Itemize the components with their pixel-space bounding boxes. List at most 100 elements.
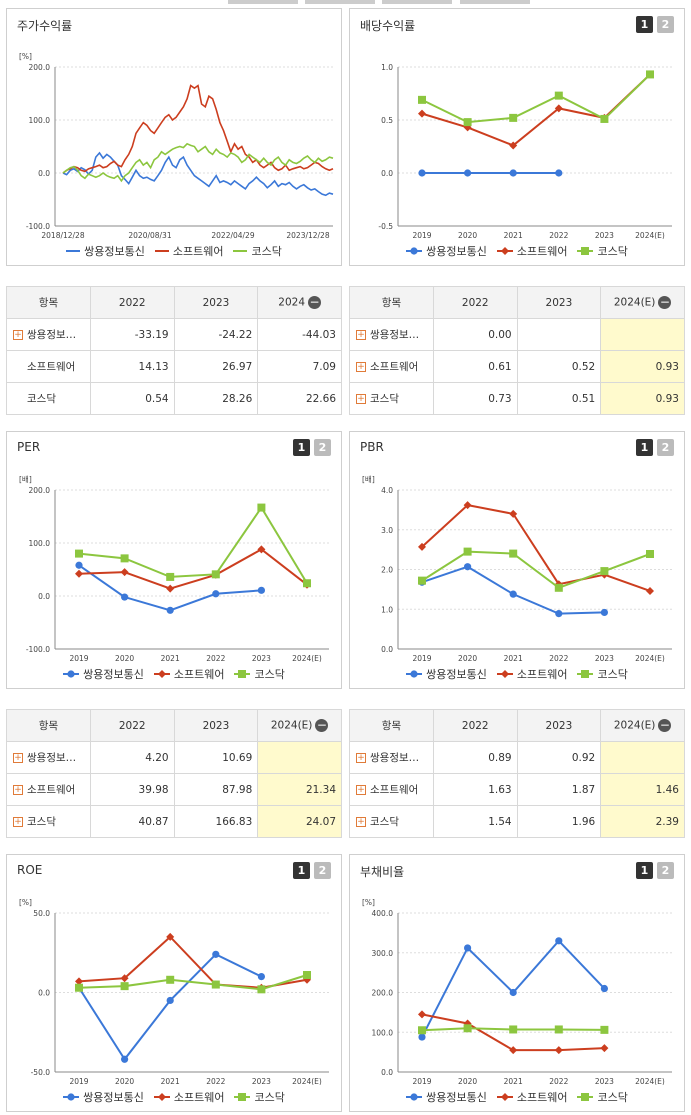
data-point (554, 1025, 563, 1034)
data-point (646, 70, 654, 79)
legend: 쌍용정보통신 소프트웨어 코스닥 (350, 1089, 684, 1105)
row-label: + 쌍용정보… (6, 741, 91, 774)
page-1-button[interactable]: 1 (293, 439, 310, 456)
row-label: + 쌍용정보… (349, 318, 434, 351)
data-point (555, 610, 563, 618)
x-tick-label: 2022 (206, 654, 225, 662)
column-header: 2023 (516, 286, 602, 319)
y-tick-label: -0.5 (378, 222, 393, 231)
minus-icon[interactable]: − (658, 295, 672, 309)
plus-icon[interactable]: + (13, 753, 23, 763)
data-point (500, 247, 509, 255)
plus-icon[interactable]: + (356, 330, 366, 340)
y-tick-label: -100.0 (26, 222, 50, 231)
x-tick-label: 2019 (412, 231, 431, 239)
row-label: + 소프트웨어 (349, 350, 434, 383)
data-point (166, 975, 175, 984)
panel-title: 주가수익률 (17, 19, 73, 33)
plus-icon[interactable]: + (356, 362, 366, 372)
plus-icon[interactable]: + (356, 785, 366, 795)
series-line (78, 548, 308, 590)
debt-chart: [%] 400.0 300.0 200.0 100.0 0.0 2019 2020 2021 20… (362, 898, 672, 1085)
legend-item: 소프트웨어 (496, 243, 567, 259)
page-2-button[interactable]: 2 (657, 439, 674, 456)
table-cell: 1.87 (516, 773, 602, 806)
x-tick-label: 2023/12/28 (286, 231, 329, 239)
data-point (418, 1026, 426, 1035)
minus-icon[interactable]: − (658, 718, 672, 732)
table-cell: -33.19 (89, 318, 175, 351)
data-point (75, 549, 83, 558)
plus-icon[interactable]: + (356, 817, 366, 827)
legend: 쌍용정보통신 소프트웨어 코스닥 (7, 243, 341, 259)
x-tick-label: 2024(E) (635, 654, 665, 662)
x-tick-label: 2024(E) (635, 231, 665, 239)
plus-icon[interactable]: + (13, 785, 23, 795)
stock-return-table: 항목 2022 2023 2024− + 쌍용정보… -33.19 -24.22 -44.03 소… (6, 286, 342, 415)
x-tick-label: 2019 (69, 1077, 88, 1085)
y-tick-label: 1.0 (381, 63, 393, 72)
legend-item: 코스닥 (577, 666, 628, 682)
data-point (600, 567, 609, 576)
x-tick-label: 2021 (504, 231, 523, 239)
page-2-button[interactable]: 2 (657, 862, 674, 879)
x-tick-label: 2020 (458, 1077, 477, 1085)
x-tick-label: 2024(E) (292, 654, 322, 662)
legend-item: 쌍용정보통신 (66, 243, 145, 259)
x-tick-label: 2020 (458, 231, 477, 239)
x-tick-label: 2023 (252, 1077, 271, 1085)
table-cell: 7.09 (257, 350, 342, 383)
data-point (509, 549, 518, 558)
page-1-button[interactable]: 1 (636, 439, 653, 456)
data-point (157, 1093, 166, 1101)
page-2-button[interactable]: 2 (314, 439, 331, 456)
minus-icon[interactable]: − (315, 718, 329, 732)
data-point (166, 572, 175, 581)
page-1-button[interactable]: 1 (293, 862, 310, 879)
table-cell: 10.69 (173, 741, 259, 774)
data-point (410, 247, 418, 255)
y-tick-label: 0.0 (381, 645, 393, 654)
top-tab (305, 0, 375, 4)
row-label: + 코스닥 (349, 382, 434, 415)
table-cell: 4.20 (89, 741, 175, 774)
data-point (600, 1025, 609, 1034)
row-label: + 쌍용정보… (349, 741, 434, 774)
data-point (464, 563, 472, 571)
data-point (166, 584, 175, 593)
data-point (581, 247, 590, 255)
minus-icon[interactable]: − (308, 295, 322, 309)
page-1-button[interactable]: 1 (636, 16, 653, 33)
plus-icon[interactable]: + (13, 817, 23, 827)
legend-item: 쌍용정보통신 (406, 666, 487, 682)
pbr-table: 항목 2022 2023 2024(E) − + 쌍용정보… 0.89 0.92 + 소프트웨어 1.… (349, 709, 685, 838)
page-1-button[interactable]: 1 (636, 862, 653, 879)
page-2-button[interactable]: 2 (657, 16, 674, 33)
data-point (120, 982, 129, 991)
table-cell: 14.13 (89, 350, 175, 383)
series-line (78, 505, 308, 584)
plus-icon[interactable]: + (356, 394, 366, 404)
y-tick-label: 4.0 (381, 486, 393, 495)
x-tick-label: 2022 (549, 654, 568, 662)
table-row: + 소프트웨어 1.63 1.87 1.46 (349, 773, 685, 806)
top-tab (382, 0, 452, 4)
plus-icon[interactable]: + (13, 330, 23, 340)
data-point (464, 944, 472, 952)
unit-label: [배] (19, 475, 32, 484)
data-point (75, 983, 83, 992)
plus-icon[interactable]: + (356, 753, 366, 763)
stock-return-panel: 주가수익률 [%] 200.0 100.0 0.0 -100.0 2018/12/28 20… (6, 8, 342, 266)
table-cell: 0.73 (432, 382, 518, 415)
table-cell: 87.98 (173, 773, 259, 806)
table-cell: 0.00 (432, 318, 518, 351)
page-2-button[interactable]: 2 (314, 862, 331, 879)
x-tick-label: 2024(E) (292, 1077, 322, 1085)
row-label: 코스닥 (6, 382, 91, 415)
column-header: 항목 (349, 286, 434, 319)
y-tick-label: 50.0 (33, 909, 50, 918)
column-header: 2023 (173, 709, 259, 742)
unit-label: [%] (362, 898, 375, 907)
table-cell: -24.22 (173, 318, 259, 351)
